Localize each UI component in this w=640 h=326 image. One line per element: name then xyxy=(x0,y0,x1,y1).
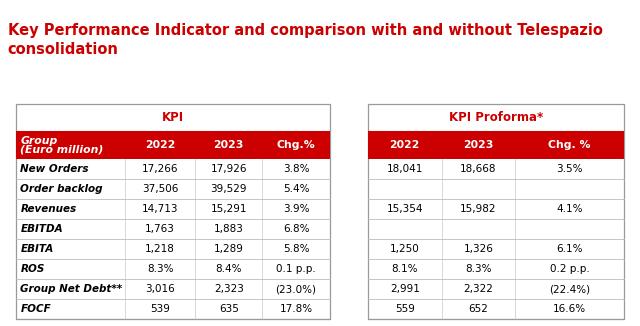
Text: Revenues: Revenues xyxy=(20,204,77,214)
Text: 16.6%: 16.6% xyxy=(553,304,586,314)
Text: 17,266: 17,266 xyxy=(141,164,179,174)
Text: 15,291: 15,291 xyxy=(211,204,247,214)
Text: 3,016: 3,016 xyxy=(145,284,175,294)
Text: 2,323: 2,323 xyxy=(214,284,244,294)
Text: 0.2 p.p.: 0.2 p.p. xyxy=(550,264,589,274)
Text: 1,289: 1,289 xyxy=(214,244,244,254)
Text: Order backlog: Order backlog xyxy=(20,184,103,194)
Text: 2,991: 2,991 xyxy=(390,284,420,294)
Text: 1,250: 1,250 xyxy=(390,244,420,254)
Text: New Orders: New Orders xyxy=(20,164,89,174)
Text: 2022: 2022 xyxy=(145,140,175,150)
Text: ROS: ROS xyxy=(20,264,45,274)
Text: Key Performance Indicator and comparison with and without Telespazio
consolidati: Key Performance Indicator and comparison… xyxy=(8,23,602,57)
Text: 1,763: 1,763 xyxy=(145,224,175,234)
Text: 8.4%: 8.4% xyxy=(216,264,242,274)
Text: 539: 539 xyxy=(150,304,170,314)
Text: 17.8%: 17.8% xyxy=(280,304,312,314)
Text: 1,218: 1,218 xyxy=(145,244,175,254)
Text: 0.1 p.p.: 0.1 p.p. xyxy=(276,264,316,274)
Text: 3.8%: 3.8% xyxy=(283,164,309,174)
Text: 2022: 2022 xyxy=(390,140,420,150)
Text: 1,326: 1,326 xyxy=(463,244,493,254)
Text: EBITA: EBITA xyxy=(20,244,54,254)
Bar xyxy=(368,131,624,159)
Text: 17,926: 17,926 xyxy=(211,164,247,174)
Text: 39,529: 39,529 xyxy=(211,184,247,194)
Text: 1,883: 1,883 xyxy=(214,224,244,234)
Text: KPI Proforma*: KPI Proforma* xyxy=(449,111,543,125)
Text: 2,322: 2,322 xyxy=(463,284,493,294)
Text: 2023: 2023 xyxy=(463,140,493,150)
Text: 3.5%: 3.5% xyxy=(556,164,583,174)
Text: 14,713: 14,713 xyxy=(141,204,179,214)
Text: 5.4%: 5.4% xyxy=(283,184,309,194)
Text: (Euro million): (Euro million) xyxy=(20,144,104,154)
Text: Group: Group xyxy=(20,136,58,146)
Text: Chg.%: Chg.% xyxy=(276,140,316,150)
Text: 18,668: 18,668 xyxy=(460,164,497,174)
Text: 15,982: 15,982 xyxy=(460,204,497,214)
Text: 6.8%: 6.8% xyxy=(283,224,309,234)
Text: 5.8%: 5.8% xyxy=(283,244,309,254)
Text: 8.3%: 8.3% xyxy=(465,264,492,274)
Text: 652: 652 xyxy=(468,304,488,314)
Text: 635: 635 xyxy=(219,304,239,314)
Text: (23.0%): (23.0%) xyxy=(275,284,317,294)
Text: EBITDA: EBITDA xyxy=(20,224,63,234)
Text: 2023: 2023 xyxy=(214,140,244,150)
Text: 37,506: 37,506 xyxy=(142,184,178,194)
Text: 15,354: 15,354 xyxy=(387,204,423,214)
Text: 18,041: 18,041 xyxy=(387,164,423,174)
Text: 3.9%: 3.9% xyxy=(283,204,309,214)
Text: (22.4%): (22.4%) xyxy=(549,284,590,294)
Text: 4.1%: 4.1% xyxy=(556,204,583,214)
Text: KPI: KPI xyxy=(162,111,184,125)
Text: FOCF: FOCF xyxy=(20,304,51,314)
Text: 6.1%: 6.1% xyxy=(556,244,583,254)
Text: Group Net Debt**: Group Net Debt** xyxy=(20,284,123,294)
Text: 8.3%: 8.3% xyxy=(147,264,173,274)
Text: Chg. %: Chg. % xyxy=(548,140,591,150)
Text: 559: 559 xyxy=(395,304,415,314)
Bar xyxy=(16,131,330,159)
Text: 8.1%: 8.1% xyxy=(392,264,418,274)
